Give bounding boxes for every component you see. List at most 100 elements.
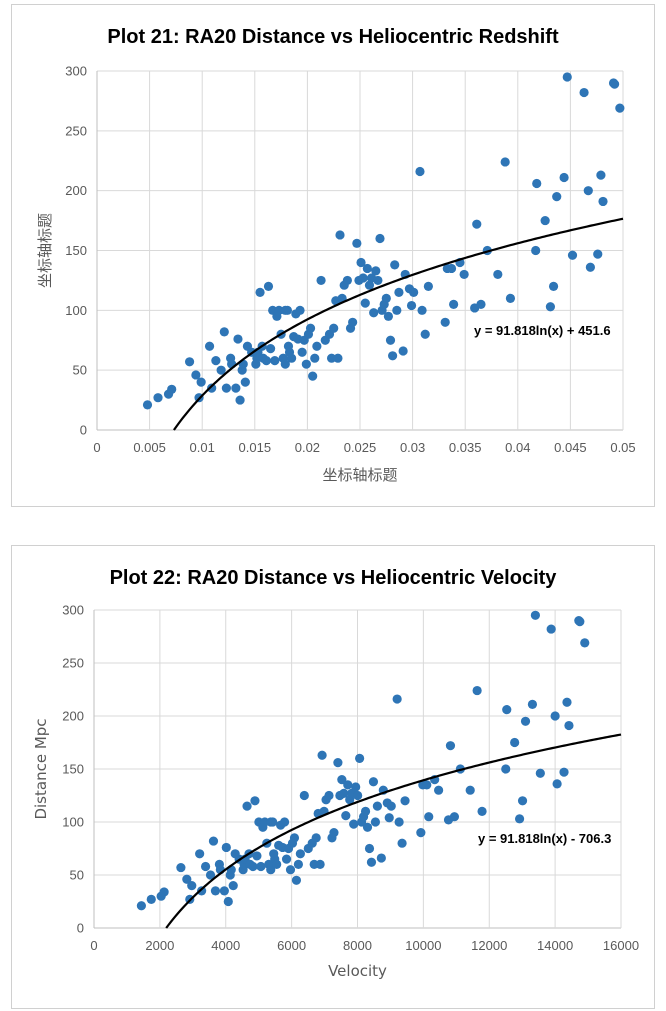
data-point (520, 716, 531, 726)
y-tick-label: 50 (73, 363, 87, 378)
data-point (219, 327, 229, 337)
data-point (394, 287, 404, 297)
data-point (368, 777, 379, 787)
data-point (235, 395, 245, 405)
data-point (417, 305, 427, 315)
data-point (609, 79, 620, 89)
data-point (316, 275, 326, 286)
data-point (223, 896, 233, 907)
data-point (219, 886, 229, 896)
y-tick-label: 0 (77, 921, 84, 936)
data-point (142, 400, 153, 410)
data-point (384, 813, 394, 823)
data-point (364, 280, 375, 290)
data-point (305, 323, 316, 333)
y-axis-title: Distance Mpc (32, 718, 50, 819)
data-point (445, 741, 456, 751)
data-point (317, 750, 327, 760)
data-point (311, 833, 321, 843)
data-point (493, 269, 503, 280)
data-point (256, 861, 266, 872)
y-tick-label: 100 (62, 815, 84, 830)
trendline (165, 733, 622, 929)
data-point (280, 359, 290, 369)
data-point (580, 638, 590, 648)
data-point (531, 245, 541, 256)
data-point (282, 305, 293, 315)
data-point (279, 817, 290, 827)
data-point (348, 317, 358, 327)
x-tick-label: 16000 (603, 938, 639, 953)
data-point (567, 250, 578, 260)
x-tick-label: 14000 (537, 938, 573, 953)
x-tick-label: 6000 (277, 938, 306, 953)
data-point (545, 302, 556, 312)
data-point (295, 849, 305, 859)
trendline (173, 217, 624, 431)
data-point (423, 281, 433, 291)
data-point (356, 257, 366, 268)
x-tick-label: 12000 (471, 938, 507, 953)
chart-title: Plot 22: RA20 Distance vs Heliocentric V… (110, 567, 558, 589)
data-point (500, 157, 510, 167)
data-point (400, 796, 410, 806)
x-tick-label: 0.045 (554, 440, 587, 455)
data-point (593, 249, 603, 259)
data-point (532, 178, 542, 189)
trendline-equation: y = 91.818ln(x) - 706.3 (478, 831, 611, 846)
data-point (329, 828, 339, 838)
data-point (353, 790, 363, 801)
x-tick-label: 0.025 (344, 440, 377, 455)
x-tick-label: 0.02 (295, 440, 320, 455)
data-point (337, 775, 347, 785)
data-point (351, 782, 361, 792)
data-point (187, 881, 197, 891)
x-axis-title: Velocity (328, 962, 387, 980)
data-point (459, 269, 469, 280)
y-tick-label: 150 (65, 243, 87, 258)
x-tick-label: 0.03 (400, 440, 425, 455)
data-point (205, 870, 216, 880)
data-point (517, 796, 528, 806)
data-point (265, 344, 276, 354)
data-point (197, 886, 207, 896)
data-point (394, 817, 404, 827)
y-axis-title: 坐标轴标题 (36, 213, 54, 288)
data-point (415, 166, 425, 177)
data-point (530, 610, 540, 620)
data-point (184, 357, 195, 367)
data-point (266, 865, 276, 875)
data-point (352, 238, 362, 248)
data-point (440, 317, 450, 327)
data-point (434, 785, 444, 795)
data-point (535, 768, 545, 778)
x-tick-label: 8000 (343, 938, 372, 953)
data-point (373, 275, 383, 286)
data-point (397, 838, 407, 848)
data-point (287, 353, 297, 363)
data-point (324, 790, 334, 801)
data-point (255, 287, 265, 297)
data-point (349, 819, 359, 829)
data-point (136, 901, 146, 911)
data-point (422, 780, 432, 790)
x-axis-title: 坐标轴标题 (322, 466, 397, 484)
data-point (261, 355, 271, 366)
data-point (383, 311, 394, 321)
data-point (358, 273, 368, 283)
data-point (231, 383, 241, 393)
data-point (270, 355, 280, 366)
data-point (341, 811, 351, 821)
data-point (562, 72, 572, 82)
x-tick-label: 0 (93, 440, 100, 455)
x-tick-label: 0.04 (505, 440, 530, 455)
data-point (386, 801, 396, 811)
data-point (366, 857, 377, 867)
data-point (285, 865, 296, 875)
data-point (372, 801, 382, 811)
data-point (465, 785, 475, 795)
data-point (299, 790, 309, 801)
data-point (295, 305, 305, 315)
data-point (146, 894, 156, 904)
data-point (449, 812, 460, 822)
